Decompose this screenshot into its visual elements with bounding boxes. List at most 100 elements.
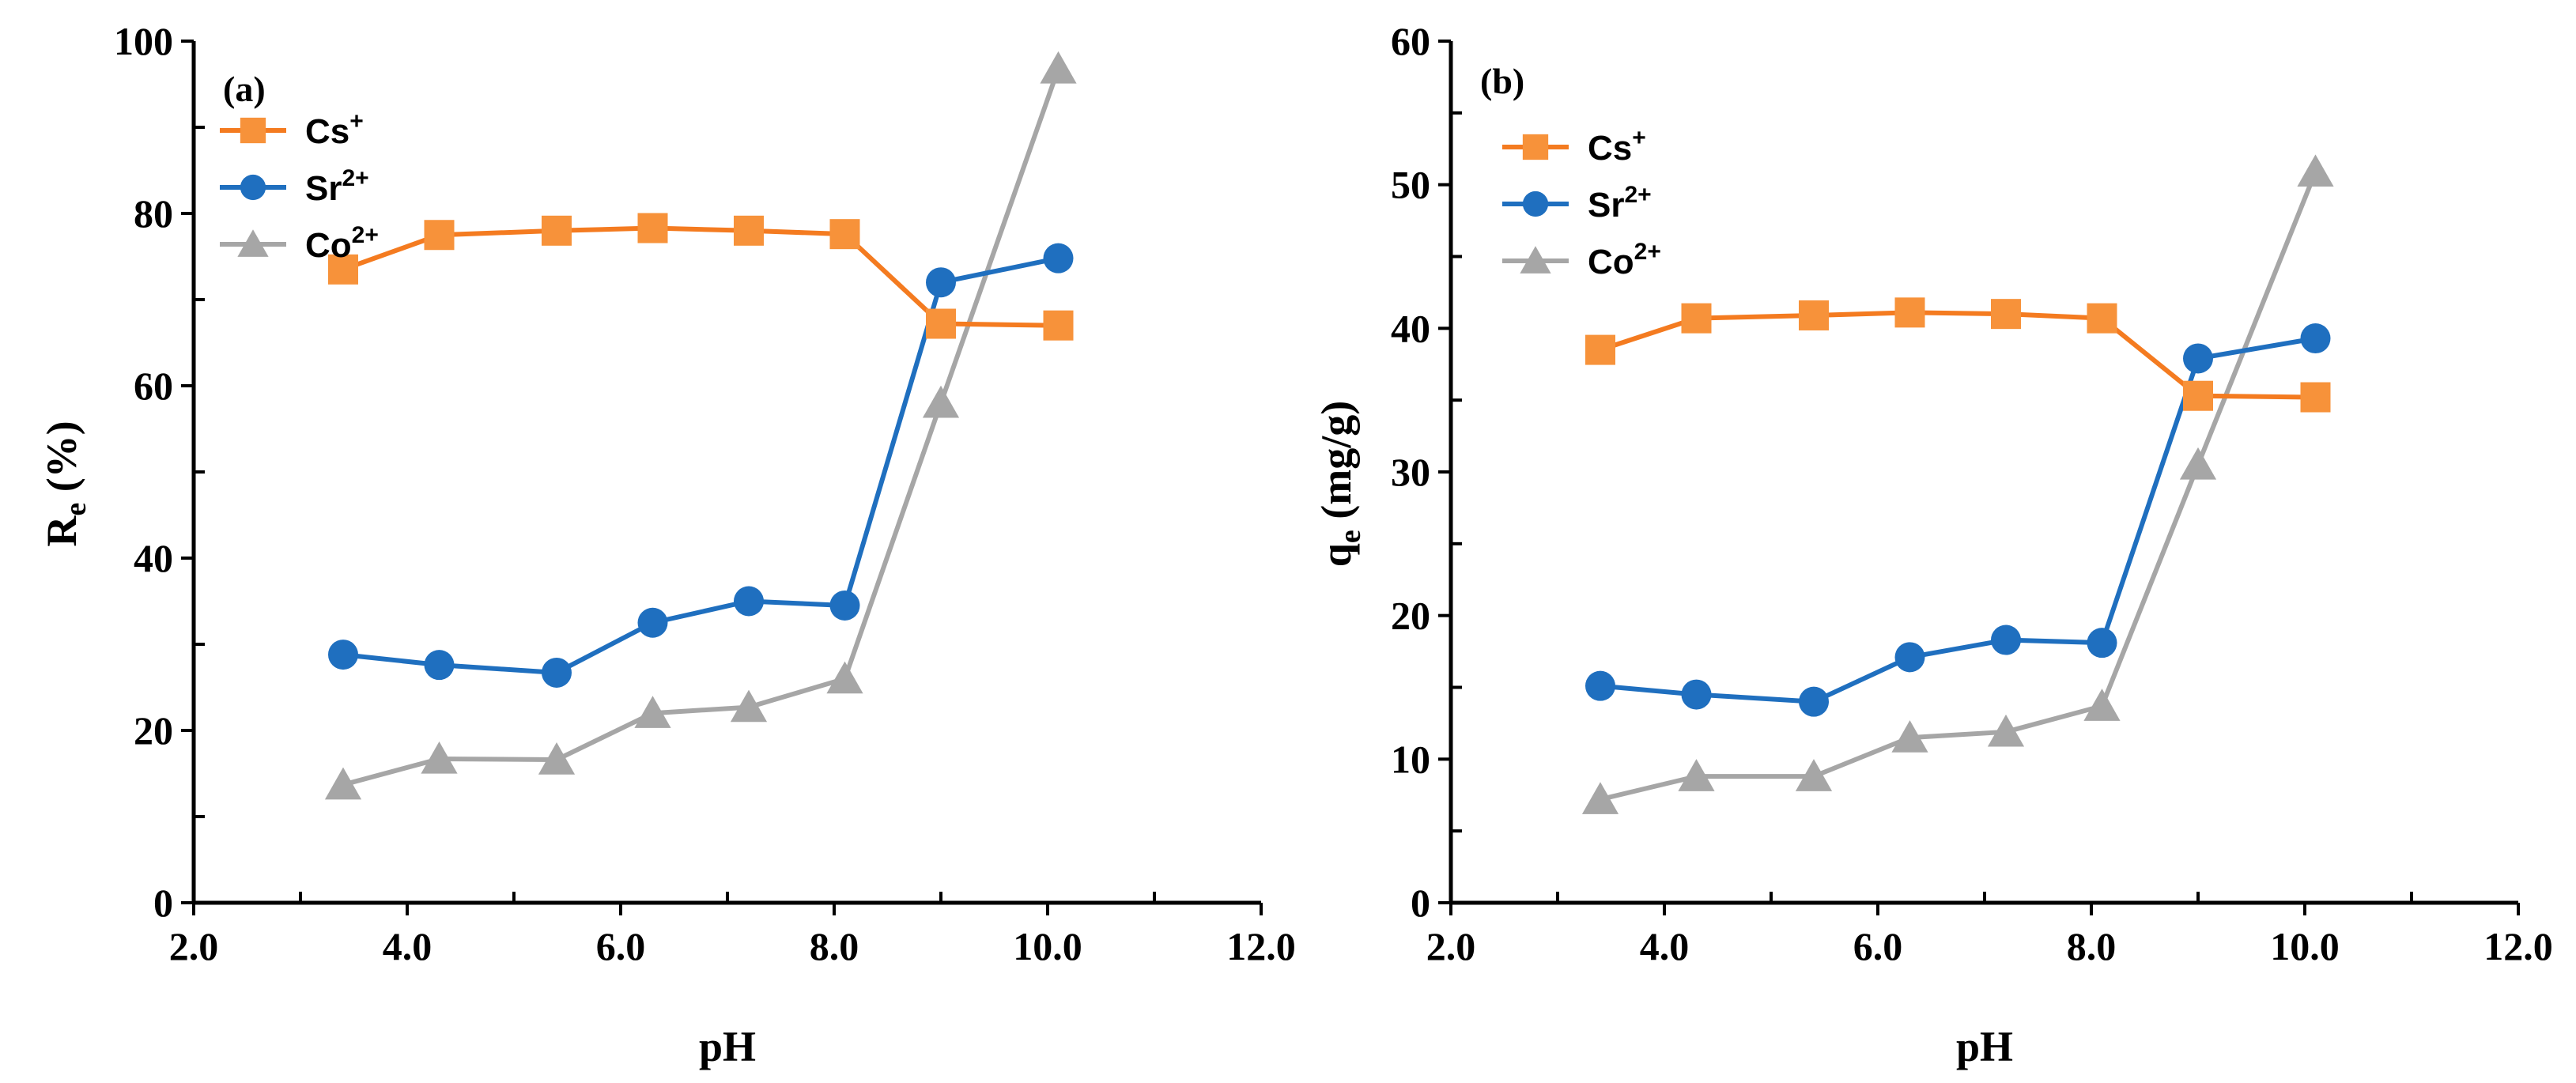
data-point (328, 640, 358, 670)
data-point (926, 308, 956, 339)
data-point (829, 219, 860, 250)
legend-label: Cs+ (1588, 125, 1646, 168)
data-point (826, 661, 863, 694)
data-point (922, 385, 960, 418)
data-point (1894, 297, 1925, 328)
legend-entry: Cs+ (1502, 125, 1646, 168)
y-tick-label: 100 (114, 19, 173, 63)
data-point (1987, 714, 2025, 747)
data-point (730, 689, 768, 723)
data-point (2087, 628, 2117, 658)
x-tick-label: 8.0 (810, 924, 859, 968)
data-point (2183, 343, 2213, 374)
legend-label-name: Sr (1588, 186, 1624, 225)
data-point (421, 741, 458, 774)
panel-b-chart: 0 10 20 30 40 50 60 2.0 4.0 6.0 8.0 10.0 12.0 pH qe (m… (1313, 19, 2553, 1070)
panel-a-chart: 0 20 40 60 80 100 2.0 4.0 6.0 8.0 10.0 12.0 pH Re (%)… (38, 19, 1296, 1070)
legend-marker (1522, 191, 1549, 217)
data-point (1795, 759, 1833, 791)
legend-label: Cs+ (305, 108, 364, 151)
y-axis-title-subscript: e (59, 503, 93, 516)
legend-entry: Sr2+ (220, 165, 369, 208)
data-point (1043, 310, 1074, 341)
panel-label: (a) (223, 69, 266, 109)
series-line (342, 255, 1059, 675)
y-tick-label: 60 (134, 364, 173, 408)
y-tick-label: 40 (134, 536, 173, 580)
data-point (829, 590, 860, 621)
x-tick-label: 6.0 (1853, 924, 1903, 968)
x-tick-label: 12.0 (1226, 924, 1296, 968)
data-point (734, 586, 764, 617)
data-point (926, 267, 956, 298)
legend-label-name: Co (1588, 243, 1634, 281)
x-tick-label: 6.0 (596, 924, 646, 968)
data-point (634, 696, 671, 728)
legend-label-name: Sr (305, 169, 342, 208)
legend-label: Co2+ (305, 222, 379, 265)
data-point (1681, 303, 1712, 334)
y-tick-label: 0 (153, 881, 173, 925)
legend-label-name: Co (305, 226, 352, 265)
data-point (1681, 679, 1712, 710)
y-tick-label: 20 (134, 708, 173, 753)
y-tick-label: 10 (1391, 737, 1430, 781)
x-tick-label: 2.0 (169, 924, 219, 968)
series-line (342, 225, 1059, 328)
data-point (1585, 670, 1615, 701)
y-axis-title-main: R (38, 515, 85, 547)
legend-label-name: Cs (305, 112, 349, 151)
series-line (342, 67, 1061, 787)
data-point (1799, 300, 1829, 330)
y-tick-label: 80 (134, 191, 173, 236)
x-tick-label: 8.0 (2067, 924, 2117, 968)
x-axis-title: pH (1956, 1023, 2013, 1070)
legend-entry: Co2+ (1502, 239, 1661, 281)
legend-marker (1522, 134, 1549, 160)
x-tick-label: 4.0 (1640, 924, 1690, 968)
data-point (328, 254, 358, 285)
y-axis-title-main: q (1313, 543, 1360, 567)
data-point (2297, 154, 2334, 187)
legend-label-superscript: 2+ (1624, 182, 1651, 208)
legend-marker (240, 174, 266, 201)
series-co (324, 51, 1077, 800)
data-point (1799, 686, 1829, 717)
data-point (2300, 382, 2331, 413)
data-point (542, 215, 572, 246)
data-point (1581, 782, 1619, 814)
x-tick-label: 12.0 (2483, 924, 2553, 968)
series-sr (1585, 323, 2331, 717)
y-axis-title: Re (%) (38, 421, 93, 546)
data-point (734, 215, 764, 246)
legend-label-superscript: + (349, 108, 364, 134)
series-line (1600, 310, 2316, 400)
data-point (1678, 759, 1715, 791)
y-tick-label: 60 (1391, 19, 1430, 63)
x-tick-label: 4.0 (383, 924, 432, 968)
y-axis-title-units: (%) (38, 421, 85, 502)
y-axis-title-units: (mg/g) (1313, 401, 1360, 530)
legend-entry: Sr2+ (1502, 182, 1652, 225)
data-point (1894, 642, 1925, 673)
x-tick-label: 2.0 (1426, 924, 1476, 968)
data-point (1040, 51, 1077, 84)
data-point (2083, 689, 2121, 721)
y-tick-label: 50 (1391, 163, 1430, 207)
y-axis-title: qe (mg/g) (1313, 401, 1367, 567)
legend-marker (240, 117, 266, 144)
x-axis-title: pH (699, 1023, 756, 1070)
data-point (424, 220, 455, 251)
y-tick-label: 40 (1391, 306, 1430, 350)
x-tick-label: 10.0 (2270, 924, 2340, 968)
series-sr (328, 243, 1074, 688)
legend: Cs+Sr2+Co2+ (1502, 125, 1661, 281)
series-co (1581, 154, 2334, 814)
legend-marker (237, 229, 269, 257)
panel-label: (b) (1480, 61, 1524, 101)
y-tick-label: 0 (1411, 881, 1430, 925)
legend-label-superscript: + (1632, 125, 1646, 151)
data-point (542, 657, 572, 688)
series-line (1600, 336, 2317, 704)
